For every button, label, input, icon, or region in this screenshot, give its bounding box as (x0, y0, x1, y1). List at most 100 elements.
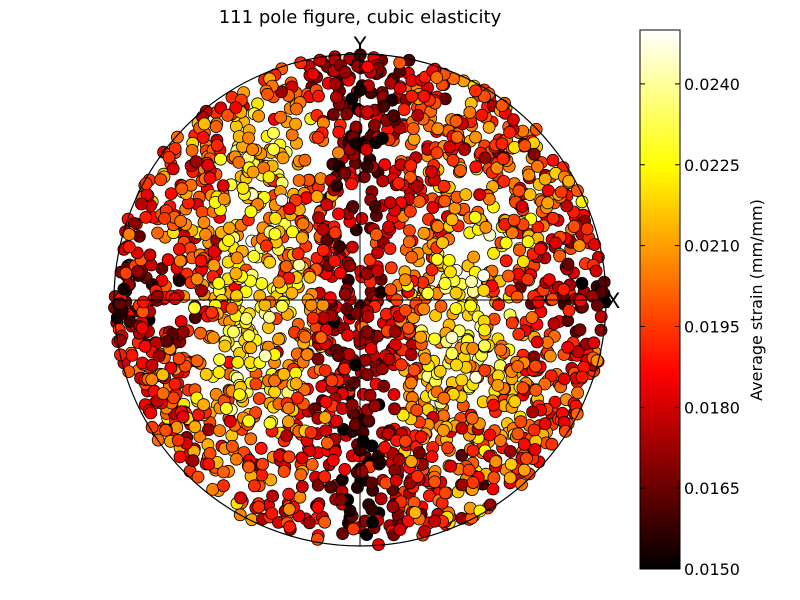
scatter-point (258, 298, 272, 312)
scatter-point (304, 426, 318, 439)
scatter-point (487, 398, 500, 412)
scatter-point (319, 395, 333, 409)
scatter-point (265, 507, 279, 520)
scatter-point (233, 388, 246, 402)
scatter-point (412, 195, 426, 209)
colorbar-tick-label: 0.0180 (684, 398, 740, 417)
scatter-point (311, 500, 325, 514)
scatter-point (436, 423, 450, 437)
scatter-point (150, 289, 164, 303)
scatter-point (267, 142, 281, 156)
scatter-point (426, 201, 440, 215)
scatter-point (515, 200, 529, 213)
scatter-point (188, 420, 202, 434)
scatter-point (466, 476, 480, 490)
scatter-point (425, 263, 439, 277)
scatter-point (478, 151, 492, 165)
scatter-point (404, 159, 418, 173)
scatter-point (469, 160, 483, 174)
scatter-point (468, 210, 482, 224)
scatter-point (311, 352, 325, 366)
scatter-point (373, 456, 387, 470)
scatter-point (514, 415, 528, 429)
scatter-point (450, 130, 464, 144)
scatter-point (366, 515, 380, 529)
scatter-point (504, 457, 518, 471)
scatter-point (538, 417, 552, 431)
scatter-point (254, 441, 268, 455)
scatter-point (448, 201, 462, 215)
scatter-point (266, 126, 280, 140)
colorbar-ticks: 0.0240 0.0225 0.0210 0.0195 0.0180 0.0165 0.01… (640, 75, 740, 579)
scatter-point (398, 273, 412, 287)
scatter-point (268, 374, 281, 388)
scatter-point (377, 379, 391, 393)
colorbar-label: Average strain (mm/mm) (747, 199, 766, 401)
scatter-point (495, 99, 509, 112)
scatter-point (517, 255, 530, 269)
scatter-point (397, 103, 411, 116)
scatter-point (503, 471, 517, 485)
scatter-point (223, 414, 237, 428)
scatter-point (374, 492, 388, 506)
scatter-point (285, 286, 299, 300)
scatter-point (445, 213, 459, 227)
scatter-point (306, 67, 320, 81)
scatter-point (469, 84, 482, 98)
scatter-point (282, 450, 296, 464)
scatter-point (349, 223, 363, 237)
scatter-point (469, 370, 483, 384)
scatter-point (274, 85, 288, 99)
scatter-point (290, 102, 303, 116)
scatter-point (176, 410, 190, 424)
scatter-point (438, 486, 452, 500)
scatter-point (497, 174, 511, 188)
scatter-point (291, 391, 304, 405)
scatter-point (541, 196, 555, 210)
scatter-point (546, 153, 560, 167)
scatter-point (418, 524, 431, 538)
scatter-point (437, 391, 451, 405)
scatter-point (345, 398, 359, 412)
scatter-point (245, 513, 259, 527)
colorbar-tick-label: 0.0150 (684, 560, 740, 579)
scatter-point (508, 395, 522, 409)
scatter-point (338, 166, 352, 180)
scatter-point (465, 411, 479, 425)
scatter-point (430, 146, 444, 160)
scatter-point (538, 377, 552, 391)
scatter-point (345, 92, 359, 105)
scatter-point (222, 234, 236, 247)
scatter-point (338, 287, 352, 301)
scatter-point (244, 205, 258, 219)
scatter-point (431, 220, 445, 233)
scatter-point (326, 453, 340, 467)
scatter-point (383, 196, 397, 210)
scatter-point (138, 339, 152, 353)
scatter-point (392, 176, 406, 190)
scatter-point (475, 108, 489, 122)
scatter-point (236, 181, 250, 195)
scatter-point (325, 374, 339, 388)
scatter-point (207, 245, 221, 259)
scatter-point (507, 113, 520, 126)
scatter-point (455, 448, 469, 462)
scatter-point (197, 398, 211, 412)
scatter-point (172, 274, 186, 288)
scatter-point (168, 377, 182, 391)
scatter-point (412, 446, 426, 460)
scatter-point (530, 335, 544, 349)
scatter-point (312, 211, 325, 225)
scatter-point (546, 292, 559, 306)
scatter-point (478, 339, 491, 353)
scatter-point (449, 286, 463, 300)
scatter-point (516, 381, 530, 395)
scatter-point (346, 200, 360, 213)
scatter-point (282, 401, 296, 415)
scatter-point (268, 227, 282, 241)
scatter-point (186, 454, 200, 468)
scatter-point (275, 193, 289, 207)
scatter-point (513, 243, 526, 257)
scatter-point (272, 275, 286, 289)
scatter-point (466, 341, 480, 355)
